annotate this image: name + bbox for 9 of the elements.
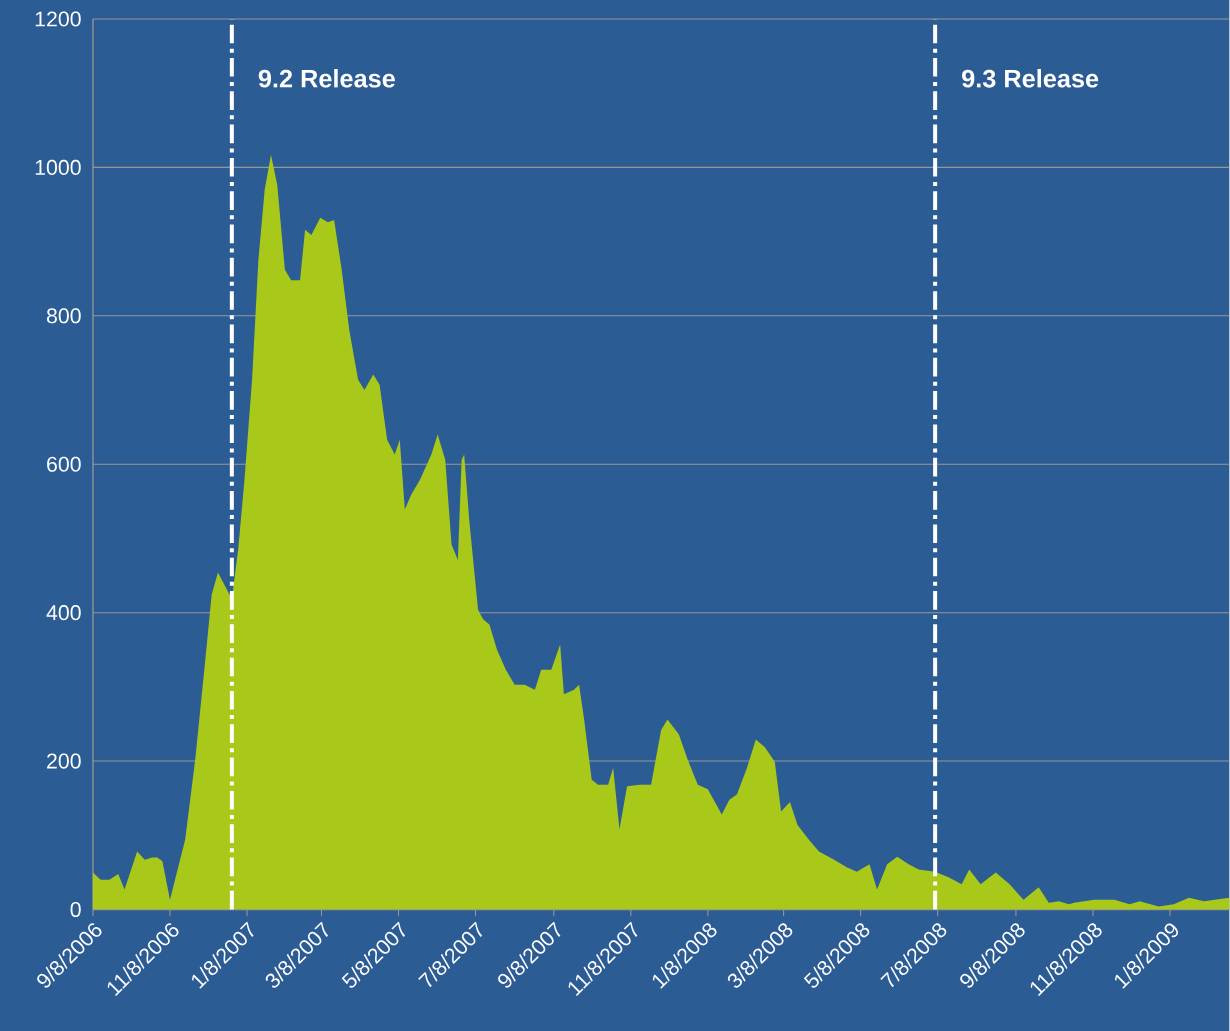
y-tick-label: 200 bbox=[47, 753, 81, 769]
y-tick-label: 1200 bbox=[35, 11, 81, 27]
y-tick-label: 400 bbox=[46, 604, 81, 620]
ref-line-label: 9.3 Release bbox=[962, 68, 1099, 88]
y-tick-label: 800 bbox=[46, 308, 81, 324]
y-tick-label: 0 bbox=[70, 901, 81, 917]
y-tick-label: 600 bbox=[47, 456, 81, 472]
y-tick-label: 1000 bbox=[35, 159, 81, 175]
ref-line-label: 9.2 Release bbox=[258, 68, 395, 88]
